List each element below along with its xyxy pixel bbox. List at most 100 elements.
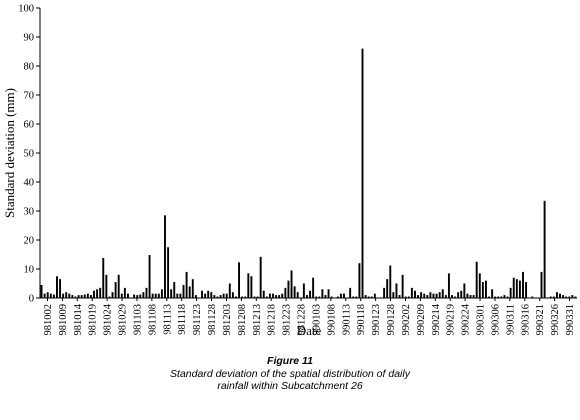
bar (256, 296, 259, 298)
x-tick-label: 981203 (222, 304, 233, 336)
bar (426, 295, 429, 298)
bar (469, 295, 472, 298)
bars (40, 48, 577, 298)
bar (543, 200, 546, 298)
bar (145, 287, 148, 298)
bar (414, 290, 416, 298)
bar (154, 293, 157, 298)
bar (349, 287, 352, 298)
bar (56, 276, 58, 298)
bar (105, 274, 108, 298)
bar (238, 262, 241, 298)
bar (281, 293, 284, 298)
bar (139, 294, 142, 298)
bar (497, 296, 500, 298)
bar (247, 273, 250, 298)
y-tick-label: 60 (24, 120, 35, 131)
bar (194, 295, 197, 298)
bar (222, 293, 225, 298)
bar (219, 295, 222, 298)
bar (207, 290, 210, 298)
bar (111, 292, 114, 298)
bar (531, 296, 534, 298)
bar (173, 282, 176, 298)
bar (213, 295, 216, 298)
bar (278, 295, 281, 298)
bar (515, 279, 518, 298)
bar (488, 296, 490, 298)
bar (228, 283, 231, 298)
x-tick-label: 990103 (311, 304, 322, 336)
bar (179, 293, 182, 298)
bar (43, 293, 46, 298)
bar (481, 282, 484, 298)
x-tick-label: 990118 (356, 304, 367, 335)
bar (506, 296, 509, 298)
y-tick-label: 20 (24, 236, 35, 247)
bar (549, 296, 552, 298)
figure-caption-line-1: Standard deviation of the spatial distri… (170, 368, 410, 380)
bar (339, 293, 342, 298)
bar (475, 261, 478, 298)
bar (410, 287, 413, 298)
x-tick-label: 981118 (177, 304, 188, 335)
bar (565, 296, 568, 298)
x-tick-label: 981019 (88, 304, 99, 336)
bar (429, 292, 432, 298)
bar (562, 295, 565, 298)
bar (89, 295, 92, 298)
bar (164, 215, 166, 298)
bar (324, 295, 327, 298)
bar (336, 296, 339, 298)
bar (262, 290, 265, 298)
bar (71, 295, 74, 298)
bar (383, 287, 386, 298)
bar (435, 293, 438, 298)
bar (151, 293, 154, 298)
bar (555, 292, 558, 298)
bar-chart: 0 10 20 30 40 50 60 70 80 90 100 981002 981009 98101… (2, 4, 577, 338)
x-tick-label: 981228 (297, 304, 308, 336)
x-tick-label: 981208 (237, 304, 248, 336)
bar (522, 271, 524, 298)
bar (170, 289, 173, 298)
x-tick-label: 990306 (490, 304, 501, 336)
bar (364, 295, 367, 298)
bar (52, 294, 55, 298)
bar (49, 293, 52, 298)
x-tick-label: 981029 (118, 304, 129, 336)
x-tick-label: 981009 (58, 304, 69, 336)
bar (77, 295, 80, 298)
bar (62, 293, 65, 298)
bar (447, 273, 450, 298)
x-tick-label: 990224 (461, 303, 472, 335)
bar (83, 294, 86, 298)
bar (201, 290, 203, 298)
bar (86, 293, 89, 298)
bar (318, 296, 321, 298)
bar (401, 274, 404, 298)
x-tick-label: 990214 (431, 303, 442, 335)
bar (59, 279, 62, 298)
bar (167, 247, 170, 298)
bar (352, 296, 355, 298)
bar (552, 296, 555, 298)
y-axis: 0 10 20 30 40 50 60 70 80 90 100 (18, 4, 41, 305)
bar (287, 280, 290, 298)
bar (108, 296, 111, 298)
x-tick-label: 990123 (371, 304, 382, 336)
bar (373, 293, 376, 298)
x-tick-label: 981213 (252, 304, 263, 336)
bar (176, 293, 179, 298)
figure-number: Figure 11 (267, 355, 313, 367)
bar (509, 287, 512, 298)
bar (491, 289, 494, 298)
bar (296, 292, 299, 298)
y-tick-label: 90 (24, 33, 35, 44)
bar (568, 296, 571, 298)
x-tick-label: 990209 (416, 304, 427, 336)
bar (231, 292, 234, 298)
bar (74, 296, 77, 298)
bar (312, 277, 315, 298)
bar (65, 292, 68, 298)
